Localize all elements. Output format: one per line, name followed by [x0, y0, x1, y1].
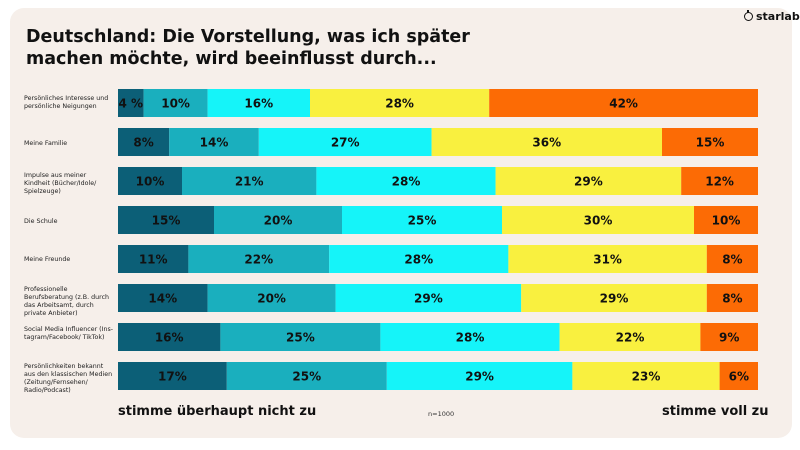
data-label: 36% — [532, 136, 561, 150]
data-label: 29% — [465, 370, 494, 384]
data-label: 10% — [161, 97, 190, 111]
data-label: 27% — [331, 136, 360, 150]
data-label: 9% — [719, 331, 739, 345]
bar-segment — [188, 245, 330, 273]
bar-segment — [118, 284, 208, 312]
bar-segment — [118, 206, 214, 234]
bar-segment — [681, 167, 758, 195]
data-label: 20% — [257, 292, 286, 306]
data-label: 10% — [712, 214, 741, 228]
category-label: Meine Freunde — [24, 256, 71, 263]
bar-segment — [118, 362, 227, 390]
data-label: 29% — [414, 292, 443, 306]
data-label: 22% — [244, 253, 273, 267]
bar-segment — [182, 167, 317, 195]
data-label: 8% — [722, 292, 742, 306]
bar-segment — [502, 206, 694, 234]
bar-segment — [316, 167, 496, 195]
data-label: 29% — [574, 175, 603, 189]
bar-segment — [694, 206, 758, 234]
data-label: 21% — [235, 175, 264, 189]
chart-title: Deutschland: Die Vorstellung, was ich sp… — [26, 27, 470, 69]
bar-segment — [386, 362, 573, 390]
data-label: 16% — [155, 331, 184, 345]
bar-segment — [226, 362, 387, 390]
bar-segment — [310, 89, 490, 117]
scale-left-label: stimme überhaupt nicht zu — [118, 404, 317, 419]
data-label: 12% — [705, 175, 734, 189]
bar-segment — [169, 128, 259, 156]
bar-segment — [214, 206, 342, 234]
brand-name: starlab — [756, 10, 800, 23]
bar-segment — [118, 89, 144, 117]
data-label: 14% — [148, 292, 177, 306]
data-label: 25% — [286, 331, 315, 345]
sample-size-note: n=1000 — [428, 410, 455, 418]
data-label: 28% — [404, 253, 433, 267]
data-label: 20% — [264, 214, 293, 228]
bar-segment — [719, 362, 758, 390]
data-label: 15% — [696, 136, 725, 150]
data-label: 42% — [609, 97, 638, 111]
bar-segment — [329, 245, 509, 273]
bar-segment — [380, 323, 560, 351]
category-label: Professionelle Berufsberatung (z.B. durc… — [24, 286, 110, 317]
data-label: 10% — [136, 175, 165, 189]
data-label: 15% — [152, 214, 181, 228]
data-label: 6% — [729, 370, 749, 384]
bar-segment — [559, 323, 701, 351]
data-label: 23% — [632, 370, 661, 384]
bar-segment — [118, 245, 189, 273]
bar-segment — [706, 245, 758, 273]
brand-logo: starlab — [744, 10, 800, 23]
bar-segment — [572, 362, 720, 390]
bar-segment — [495, 167, 682, 195]
bar-segment — [118, 323, 221, 351]
bar-segment — [431, 128, 662, 156]
data-label: 4 % — [119, 97, 144, 111]
category-label: Persönlichkeiten bekannt aus den klassis… — [24, 363, 113, 394]
data-label: 14% — [200, 136, 229, 150]
data-label: 22% — [616, 331, 645, 345]
bar-segment — [335, 284, 522, 312]
data-label: 28% — [385, 97, 414, 111]
data-label: 25% — [292, 370, 321, 384]
bar-segment — [662, 128, 758, 156]
data-label: 11% — [139, 253, 168, 267]
bar-segment — [700, 323, 758, 351]
bar-segment — [521, 284, 707, 312]
category-label: Die Schule — [24, 218, 58, 225]
bar-segment — [207, 89, 310, 117]
data-label: 8% — [133, 136, 153, 150]
data-label: 8% — [722, 253, 742, 267]
bar-segment — [220, 323, 381, 351]
data-label: 28% — [392, 175, 421, 189]
bar-segment — [207, 284, 336, 312]
category-label: Meine Familie — [24, 140, 68, 147]
bar-segment — [706, 284, 758, 312]
data-label: 30% — [584, 214, 613, 228]
bar-segment — [342, 206, 502, 234]
data-label: 31% — [593, 253, 622, 267]
bar-segment — [508, 245, 707, 273]
scale-right-label: stimme voll zu — [662, 404, 769, 419]
category-label: Social Media Influencer (Ins-tagram/Face… — [24, 326, 114, 341]
category-label: Impulse aus meiner Kindheit (Bücher/Idol… — [24, 172, 97, 195]
data-label: 28% — [456, 331, 485, 345]
bar-segment — [258, 128, 432, 156]
bar-segment — [143, 89, 208, 117]
bar-segment — [489, 89, 758, 117]
starlab-logo-icon — [744, 10, 753, 21]
data-label: 25% — [408, 214, 437, 228]
bar-segment — [118, 128, 170, 156]
data-label: 17% — [158, 370, 187, 384]
data-label: 29% — [600, 292, 629, 306]
data-label: 16% — [244, 97, 273, 111]
category-label: Persönliches Interesse und persönliche N… — [24, 95, 109, 110]
bar-segment — [118, 167, 182, 195]
